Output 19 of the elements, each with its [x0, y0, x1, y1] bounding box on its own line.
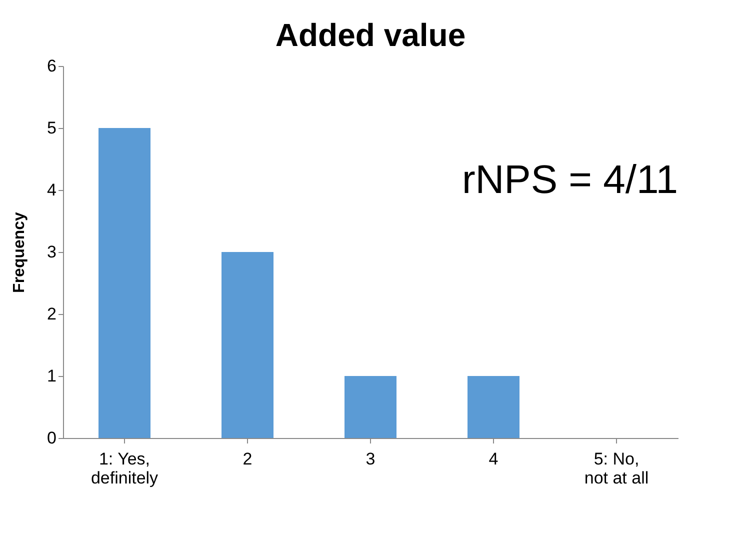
x-tick-label: 4	[488, 450, 498, 468]
x-tick-label: 3	[366, 450, 376, 468]
x-tick-label: 1: Yes, definitely	[90, 450, 159, 488]
y-tick-label: 4	[47, 180, 56, 200]
bar	[468, 376, 520, 438]
annotation: rNPS = 4/11	[462, 158, 678, 202]
x-tick-label: 5: No, not at all	[584, 450, 649, 488]
chart-title: Added value	[275, 17, 466, 53]
x-tick-label: 2	[242, 450, 252, 468]
bar	[222, 252, 274, 438]
bar	[98, 128, 150, 438]
y-tick-label: 6	[47, 56, 56, 76]
y-tick-label: 2	[47, 304, 56, 324]
y-tick-label: 3	[47, 242, 56, 262]
bar	[344, 376, 396, 438]
y-tick-label: 0	[47, 428, 56, 448]
y-tick-label: 5	[47, 118, 56, 138]
y-axis-title: Frequency	[11, 212, 28, 293]
y-tick-label: 1	[47, 366, 56, 386]
